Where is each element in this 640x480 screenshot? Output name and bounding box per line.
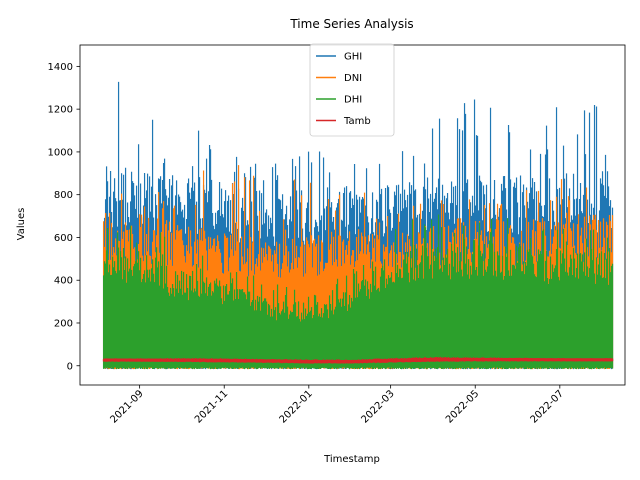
legend-label-dni: DNI	[344, 73, 362, 84]
y-tick-label: 1000	[48, 147, 73, 158]
series-line-dhi	[102, 214, 614, 370]
y-tick-label: 600	[54, 233, 73, 244]
legend-box	[309, 43, 395, 137]
series-layer	[102, 81, 614, 370]
series-tamb	[102, 356, 614, 364]
x-axis-title: Timestamp	[323, 454, 380, 465]
chart-title: Time Series Analysis	[289, 17, 413, 31]
legend-label-dhi: DHI	[344, 95, 362, 106]
y-axis: 0 200 400 600 800 1000 1200 1400	[48, 62, 80, 372]
y-tick-label: 1400	[48, 62, 73, 73]
series-trend-tamb	[103, 357, 613, 363]
y-tick-label: 1200	[48, 105, 73, 116]
y-tick-label: 0	[67, 361, 73, 372]
y-tick-label: 200	[54, 318, 73, 329]
series-dhi	[102, 214, 614, 370]
legend-label-ghi: GHI	[344, 52, 362, 63]
y-tick-label: 800	[54, 190, 73, 201]
legend-label-tamb: Tamb	[343, 116, 371, 127]
y-tick-label: 400	[54, 276, 73, 287]
y-axis-title: Values	[16, 208, 27, 241]
legend: GHI DNI DHI Tamb	[309, 43, 395, 137]
